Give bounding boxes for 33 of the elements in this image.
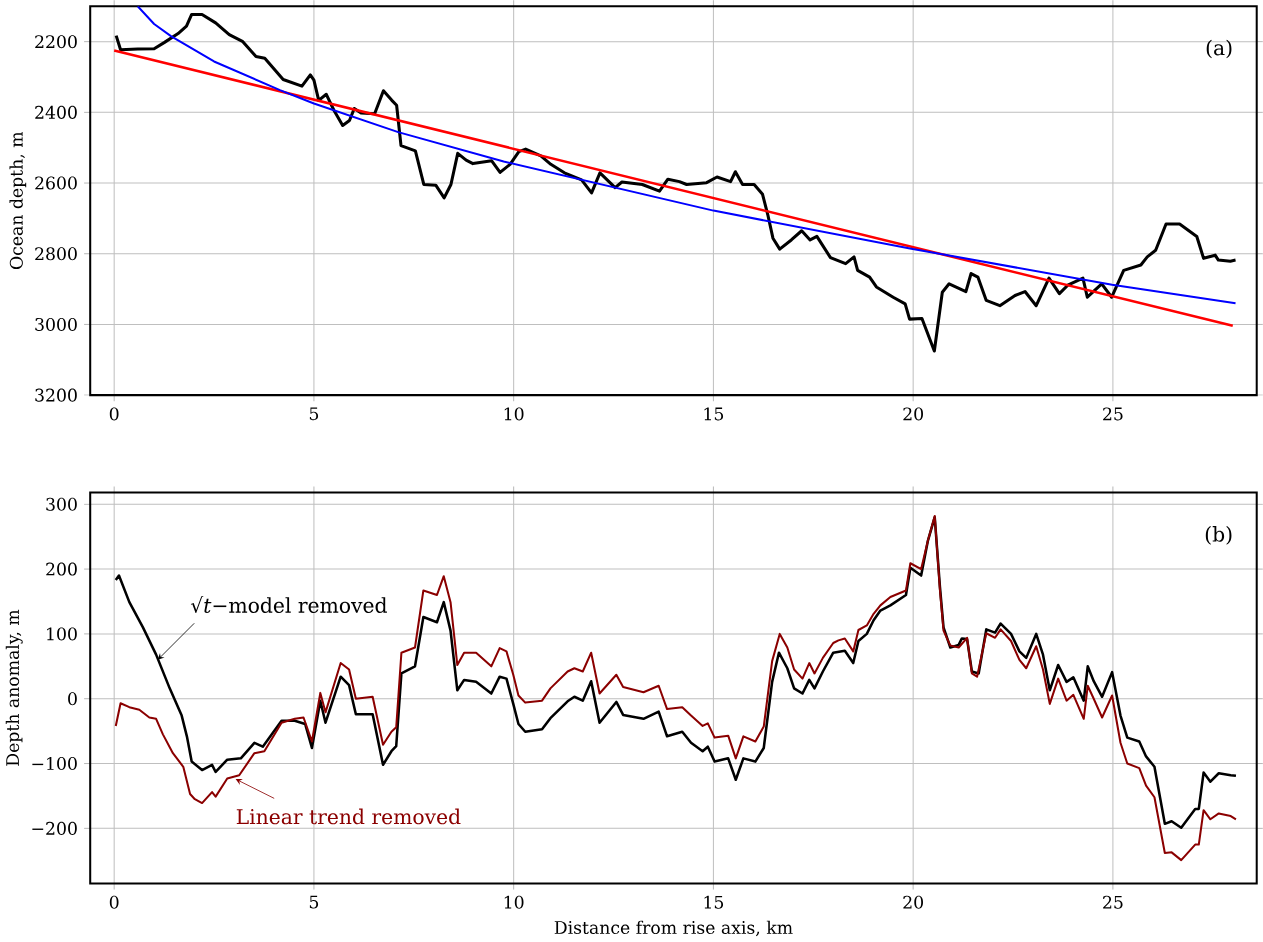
y-tick-label: 2800 [35, 247, 77, 261]
y-tick-label: 2200 [35, 35, 77, 49]
x-tick-label: 5 [309, 895, 319, 909]
y-tick-label: 0 [68, 692, 77, 706]
x-tick-label: 20 [903, 895, 923, 909]
y-tick-label: −200 [32, 821, 77, 835]
y-tick-label: 200 [46, 562, 77, 576]
annotation: (a) [1206, 39, 1232, 59]
x-tick-label: 20 [903, 407, 923, 421]
y-tick-label: 3200 [35, 388, 77, 402]
y-tick-label: 2600 [35, 176, 77, 190]
x-axis-title: Distance from rise axis, km [554, 920, 793, 937]
annotation: Linear trend removed [236, 808, 461, 825]
x-tick-label: 15 [704, 895, 724, 909]
y-axis-title: Ocean depth, m [9, 131, 27, 270]
annotation: √t−model removed [190, 596, 387, 614]
y-tick-label: 3000 [35, 317, 77, 332]
y-tick-label: 300 [46, 497, 77, 511]
x-tick-label: 0 [109, 895, 119, 909]
annotation: (b) [1205, 526, 1232, 545]
x-tick-label: 0 [109, 407, 119, 421]
x-tick-label: 10 [504, 407, 524, 421]
x-tick-label: 15 [704, 407, 724, 421]
line-series [136, 6, 1237, 305]
line-series [114, 12, 1238, 353]
y-tick-label: −100 [32, 757, 77, 771]
x-tick-label: 5 [309, 407, 319, 421]
y-tick-label: 100 [47, 627, 77, 641]
x-tick-label: 10 [504, 895, 524, 909]
x-tick-label: 25 [1103, 407, 1123, 421]
y-axis-title: Depth anomaly, m [5, 609, 23, 766]
x-tick-label: 25 [1103, 895, 1123, 909]
y-tick-label: 2400 [35, 105, 77, 119]
